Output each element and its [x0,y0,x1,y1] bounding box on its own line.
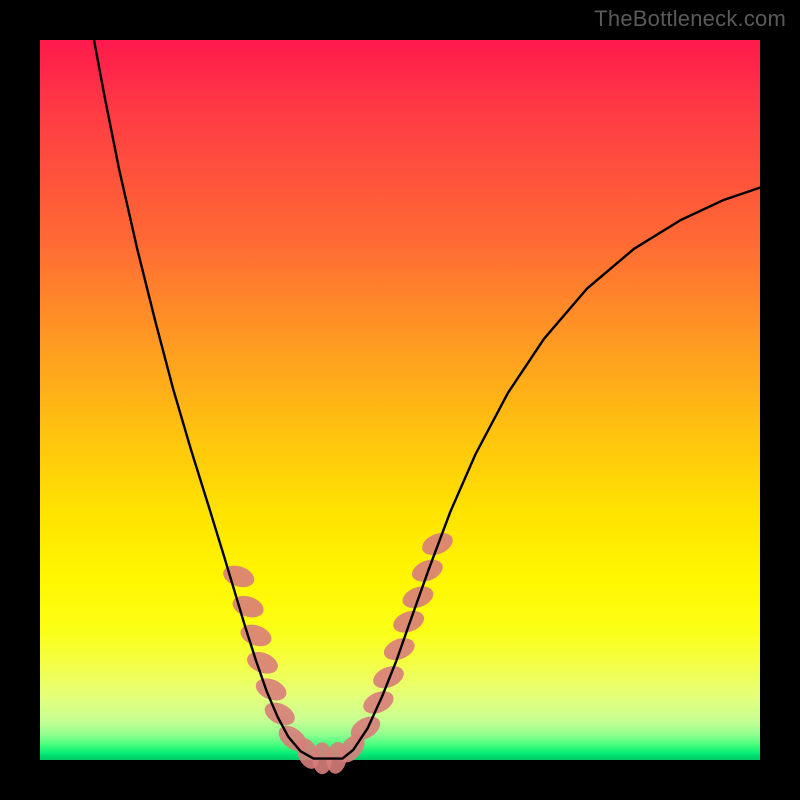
bottleneck-curve [94,40,760,759]
marker-point [370,662,407,693]
marker-point [238,621,275,650]
marker-point [261,698,299,730]
marker-point [390,607,427,637]
marker-point [244,648,281,678]
chart-svg [40,40,760,760]
markers-layer [220,529,456,775]
watermark-text: TheBottleneck.com [594,6,786,32]
plot-area [40,40,760,760]
